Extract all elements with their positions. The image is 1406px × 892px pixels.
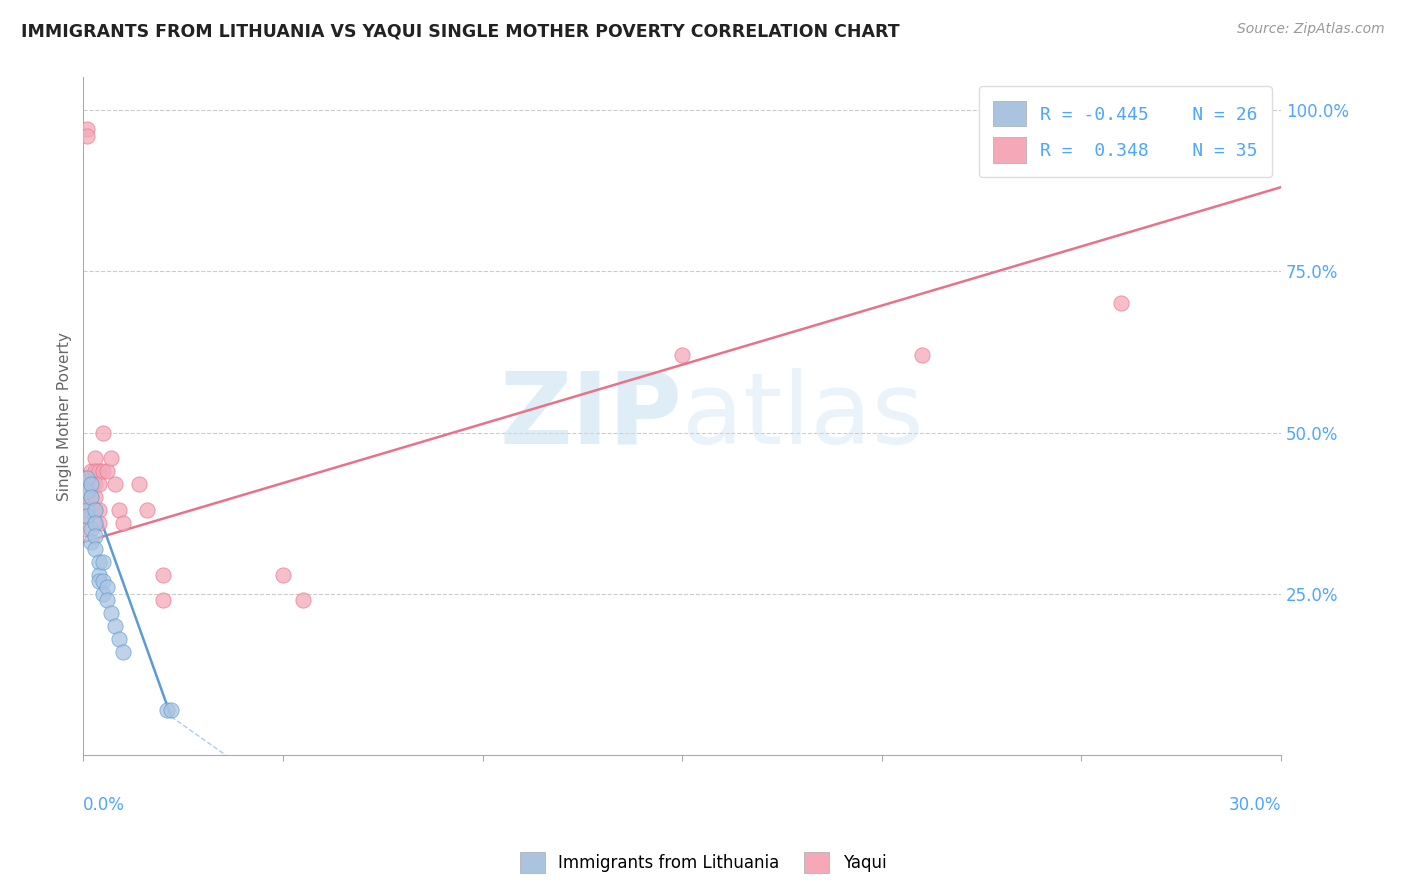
Point xyxy=(80,522,103,536)
Point xyxy=(80,535,103,549)
Point xyxy=(76,509,98,524)
Point xyxy=(84,516,107,530)
Text: atlas: atlas xyxy=(682,368,924,465)
Point xyxy=(76,483,98,498)
Point xyxy=(76,490,98,504)
Point xyxy=(76,509,98,524)
Point xyxy=(89,555,111,569)
Point xyxy=(91,574,114,588)
Point xyxy=(91,464,114,478)
Point xyxy=(112,516,135,530)
Point xyxy=(89,477,111,491)
Point xyxy=(100,607,122,621)
Text: Source: ZipAtlas.com: Source: ZipAtlas.com xyxy=(1237,22,1385,37)
Point xyxy=(84,477,107,491)
Point xyxy=(84,541,107,556)
Point xyxy=(91,587,114,601)
Point xyxy=(89,464,111,478)
Point xyxy=(80,490,103,504)
Point xyxy=(96,464,118,478)
Point xyxy=(80,464,103,478)
Point xyxy=(108,503,131,517)
Point xyxy=(108,632,131,647)
Point xyxy=(104,477,127,491)
Point xyxy=(80,477,103,491)
Point xyxy=(136,503,159,517)
Point xyxy=(91,425,114,440)
Point xyxy=(152,567,174,582)
Point xyxy=(84,529,107,543)
Point xyxy=(128,477,150,491)
Point xyxy=(84,503,107,517)
Point xyxy=(156,703,179,717)
Point xyxy=(152,593,174,607)
Point xyxy=(76,522,98,536)
Point xyxy=(76,471,98,485)
Point xyxy=(80,503,103,517)
Point xyxy=(671,348,693,362)
Point xyxy=(96,581,118,595)
Point xyxy=(76,128,98,143)
Legend: R = -0.445    N = 26, R =  0.348    N = 35: R = -0.445 N = 26, R = 0.348 N = 35 xyxy=(979,87,1272,178)
Point xyxy=(1109,296,1132,310)
Point xyxy=(89,567,111,582)
Text: 30.0%: 30.0% xyxy=(1229,796,1281,814)
Point xyxy=(91,555,114,569)
Point xyxy=(112,645,135,659)
Point xyxy=(291,593,314,607)
Point xyxy=(89,574,111,588)
Text: 0.0%: 0.0% xyxy=(83,796,125,814)
Point xyxy=(84,490,107,504)
Point xyxy=(84,464,107,478)
Point xyxy=(76,503,98,517)
Point xyxy=(84,503,107,517)
Point xyxy=(76,122,98,136)
Point xyxy=(89,516,111,530)
Point xyxy=(271,567,294,582)
Legend: Immigrants from Lithuania, Yaqui: Immigrants from Lithuania, Yaqui xyxy=(513,846,893,880)
Point xyxy=(80,490,103,504)
Point xyxy=(80,477,103,491)
Point xyxy=(89,503,111,517)
Point xyxy=(104,619,127,633)
Point xyxy=(76,471,98,485)
Text: ZIP: ZIP xyxy=(499,368,682,465)
Point xyxy=(100,451,122,466)
Point xyxy=(96,593,118,607)
Point xyxy=(160,703,183,717)
Text: IMMIGRANTS FROM LITHUANIA VS YAQUI SINGLE MOTHER POVERTY CORRELATION CHART: IMMIGRANTS FROM LITHUANIA VS YAQUI SINGL… xyxy=(21,22,900,40)
Point xyxy=(84,451,107,466)
Y-axis label: Single Mother Poverty: Single Mother Poverty xyxy=(58,332,72,500)
Point xyxy=(911,348,934,362)
